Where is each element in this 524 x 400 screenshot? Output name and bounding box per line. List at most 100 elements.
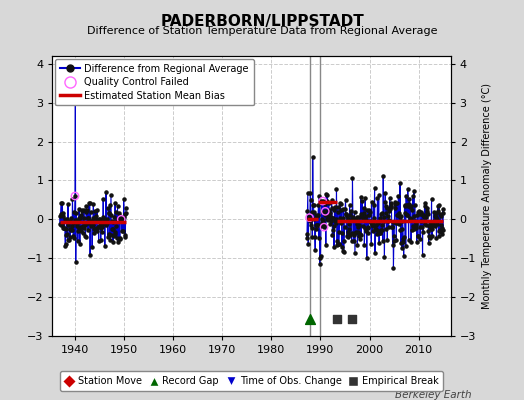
Point <box>337 220 345 226</box>
Point <box>429 221 437 228</box>
Point <box>354 222 363 228</box>
Point <box>115 210 123 216</box>
Point <box>434 227 443 234</box>
Point <box>92 226 100 232</box>
Point <box>118 216 127 223</box>
Point <box>379 173 387 179</box>
Point <box>376 230 384 236</box>
Point <box>89 222 97 228</box>
Point <box>110 213 118 220</box>
Point <box>420 212 428 219</box>
Point <box>305 218 314 225</box>
Point <box>364 225 373 232</box>
Point <box>64 222 72 228</box>
Point <box>407 239 415 246</box>
Point <box>350 232 358 238</box>
Point <box>354 229 362 236</box>
Point <box>421 221 429 227</box>
Point <box>108 226 117 232</box>
Point <box>418 224 426 230</box>
Point <box>431 213 440 219</box>
Point <box>418 251 427 258</box>
Point <box>97 224 105 231</box>
Point <box>367 218 375 225</box>
Point <box>60 216 69 223</box>
Point <box>361 225 369 232</box>
Point <box>358 223 367 229</box>
Point <box>395 221 403 228</box>
Point <box>94 224 103 230</box>
Point <box>81 233 90 240</box>
Point <box>418 211 427 217</box>
Point <box>67 227 75 233</box>
Point <box>104 234 112 240</box>
Point <box>83 220 91 226</box>
Point <box>388 224 397 230</box>
Point <box>420 213 428 220</box>
Point <box>320 224 329 230</box>
Point <box>313 221 322 228</box>
Point <box>334 241 343 248</box>
Point <box>106 237 114 243</box>
Point <box>384 212 392 219</box>
Point <box>85 200 93 206</box>
Point <box>82 209 90 216</box>
Point <box>325 209 334 216</box>
Point <box>338 230 346 236</box>
Point <box>69 220 77 226</box>
Point <box>57 200 65 207</box>
Point <box>363 255 371 261</box>
Point <box>105 210 113 216</box>
Point <box>428 226 436 232</box>
Point <box>311 247 320 253</box>
Point <box>398 218 407 224</box>
Point <box>67 214 75 221</box>
Point <box>328 197 336 204</box>
Point <box>310 209 319 215</box>
Point <box>108 218 116 224</box>
Point <box>326 221 334 227</box>
Point <box>62 226 70 233</box>
Point <box>355 233 363 240</box>
Point <box>71 193 79 199</box>
Point <box>72 217 81 224</box>
Point <box>339 248 347 254</box>
Point <box>93 207 101 214</box>
Point <box>341 206 350 212</box>
Point <box>109 238 117 245</box>
Point <box>378 227 387 233</box>
Point <box>339 214 347 221</box>
Point <box>309 202 318 208</box>
Point <box>308 209 316 216</box>
Point <box>343 213 351 219</box>
Point <box>100 217 108 224</box>
Point <box>353 213 361 220</box>
Point <box>111 229 119 235</box>
Point <box>341 224 349 230</box>
Point <box>369 223 378 229</box>
Point <box>425 234 434 241</box>
Point <box>302 234 311 241</box>
Point <box>316 253 325 259</box>
Point <box>330 244 338 250</box>
Point <box>403 212 411 218</box>
Point <box>392 219 400 226</box>
Point <box>83 215 92 221</box>
Point <box>401 210 409 216</box>
Point <box>307 225 315 232</box>
Point <box>96 219 104 226</box>
Point <box>410 188 418 194</box>
Point <box>424 228 432 234</box>
Point <box>75 206 83 212</box>
Point <box>98 229 106 236</box>
Point <box>364 224 372 231</box>
Point <box>87 223 95 229</box>
Point <box>414 208 423 215</box>
Point <box>103 220 112 226</box>
Point <box>413 233 422 239</box>
Point <box>74 228 82 235</box>
Point <box>429 222 438 229</box>
Point <box>348 230 356 236</box>
Point <box>335 241 343 248</box>
Point <box>78 206 86 213</box>
